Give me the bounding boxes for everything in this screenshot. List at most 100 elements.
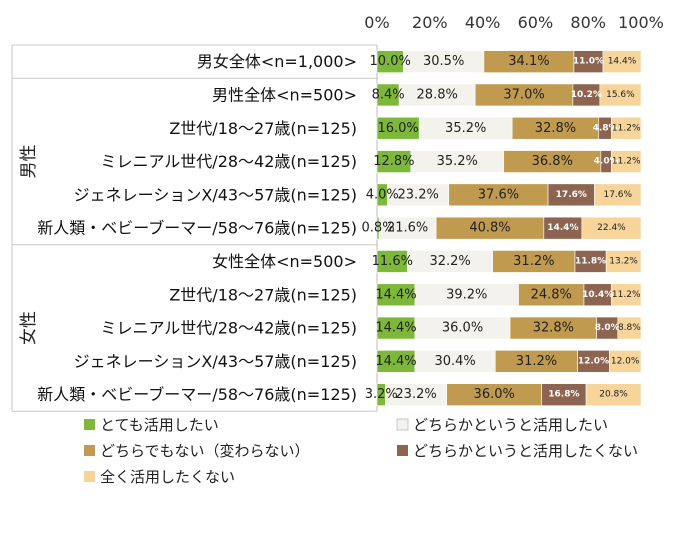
data-label: 37.0% xyxy=(503,87,544,102)
category-label: ジェネレーションX/43～57歳(n=125) xyxy=(74,185,357,204)
data-label: 30.5% xyxy=(423,54,464,69)
bar-segment xyxy=(605,250,642,273)
group-label: 女性 xyxy=(19,311,39,345)
category-label: ミレニアル世代/28～42歳(n=125) xyxy=(100,319,357,338)
category-label: 女性全体<n=500> xyxy=(212,252,357,271)
data-label: 0.8% xyxy=(362,221,395,236)
bar-segment xyxy=(611,283,642,307)
data-label: 16.8% xyxy=(548,390,579,400)
data-label: 31.2% xyxy=(516,354,557,369)
data-label: 35.2% xyxy=(437,154,478,169)
data-label: 37.6% xyxy=(478,187,519,202)
category-label: 男性全体<n=500> xyxy=(212,85,357,104)
x-tick-label: 20% xyxy=(412,13,448,32)
bar-segments xyxy=(376,50,642,406)
data-label: 23.2% xyxy=(395,387,436,402)
legend-label: 全く活用したくない xyxy=(100,468,235,486)
bar-segment xyxy=(585,383,642,406)
data-label: 24.8% xyxy=(531,287,572,302)
category-labels: 男女全体<n=1,000> 男性全体<n=500> Z世代/18～27歳(n=125… xyxy=(37,52,357,404)
data-label: 12.8% xyxy=(373,154,414,169)
data-label: 4.0% xyxy=(594,157,619,167)
category-label: Z世代/18～27歳(n=125) xyxy=(169,285,357,304)
data-label: 11.8% xyxy=(575,256,606,266)
data-label: 15.6% xyxy=(606,90,635,100)
x-tick-label: 80% xyxy=(570,13,606,32)
legend-swatch xyxy=(397,445,408,456)
legend-swatch xyxy=(84,445,95,456)
data-labels: 10.0% 30.5% 34.1% 11.0% 14.4% 8.4% 28.8% 37.0% 1… xyxy=(362,54,642,402)
legend-label: とても活用したい xyxy=(100,416,219,434)
category-label: 新人類・ベビーブーマー/58～76歳(n=125) xyxy=(37,385,357,404)
data-label: 8.0% xyxy=(595,323,620,333)
data-label: 14.4% xyxy=(608,57,637,67)
bar-segment xyxy=(581,216,642,240)
x-tick-label: 100% xyxy=(618,13,664,32)
legend-swatch xyxy=(84,471,95,482)
data-label: 14.4% xyxy=(375,354,416,369)
bar-segment xyxy=(594,183,642,207)
legend-label: どちらかというと活用したい xyxy=(413,416,608,434)
data-label: 3.2% xyxy=(365,387,398,402)
data-label: 31.2% xyxy=(513,254,554,269)
group-label: 男性 xyxy=(19,145,39,179)
data-label: 28.8% xyxy=(417,87,458,102)
bar-segment xyxy=(617,316,642,340)
data-label: 36.0% xyxy=(474,387,515,402)
data-label: 36.8% xyxy=(532,154,573,169)
data-label: 14.4% xyxy=(375,287,416,302)
category-label: 新人類・ベビーブーマー/58～76歳(n=125) xyxy=(37,219,357,238)
category-label: ジェネレーションX/43～57歳(n=125) xyxy=(74,352,357,371)
category-label: ミレニアル世代/28～42歳(n=125) xyxy=(100,152,357,171)
data-label: 20.8% xyxy=(599,390,628,400)
data-label: 11.2% xyxy=(612,123,641,133)
data-label: 4.8% xyxy=(593,123,618,133)
x-tick-label: 40% xyxy=(465,13,501,32)
data-label: 11.2% xyxy=(612,157,641,167)
data-label: 10.0% xyxy=(370,54,411,69)
data-label: 17.6% xyxy=(603,190,632,200)
data-label: 10.4% xyxy=(582,290,613,300)
x-tick-label: 60% xyxy=(518,13,554,32)
data-label: 32.8% xyxy=(533,321,574,336)
x-axis-ticks: 0% 20% 40% 60% 80% 100% xyxy=(364,13,664,32)
data-label: 11.0% xyxy=(573,57,604,67)
data-label: 12.0% xyxy=(578,356,609,366)
legend-swatch xyxy=(84,419,95,430)
bar-segment xyxy=(599,83,642,107)
data-label: 13.2% xyxy=(609,256,638,266)
legend-swatch xyxy=(396,418,409,431)
x-tick-label: 0% xyxy=(364,13,389,32)
bar-segment xyxy=(611,150,642,173)
data-label: 14.4% xyxy=(375,321,416,336)
data-label: 12.0% xyxy=(611,356,640,366)
chart-frame xyxy=(11,44,378,412)
data-label: 22.4% xyxy=(597,223,626,233)
category-label: Z世代/18～27歳(n=125) xyxy=(169,119,357,138)
category-label: 男女全体<n=1,000> xyxy=(197,52,357,71)
data-label: 16.0% xyxy=(377,121,418,136)
data-label: 36.0% xyxy=(442,321,483,336)
data-label: 17.6% xyxy=(556,190,587,200)
data-label: 39.2% xyxy=(446,287,487,302)
data-label: 23.2% xyxy=(398,187,439,202)
data-label: 32.8% xyxy=(535,121,576,136)
data-label: 30.4% xyxy=(434,354,475,369)
bar-segment xyxy=(611,116,642,140)
data-label: 11.2% xyxy=(612,290,641,300)
data-label: 32.2% xyxy=(429,254,470,269)
data-label: 21.6% xyxy=(387,221,428,236)
legend-label: どちらかというと活用したくない xyxy=(413,442,638,460)
data-label: 14.4% xyxy=(547,223,578,233)
bar-segment xyxy=(609,350,642,373)
legend-label: どちらでもない（変わらない） xyxy=(100,442,310,460)
bar-segment xyxy=(602,50,642,73)
data-label: 8.8% xyxy=(618,323,641,333)
data-label: 35.2% xyxy=(445,121,486,136)
data-label: 10.2% xyxy=(571,90,602,100)
data-label: 11.6% xyxy=(372,254,413,269)
data-label: 4.0% xyxy=(366,187,399,202)
